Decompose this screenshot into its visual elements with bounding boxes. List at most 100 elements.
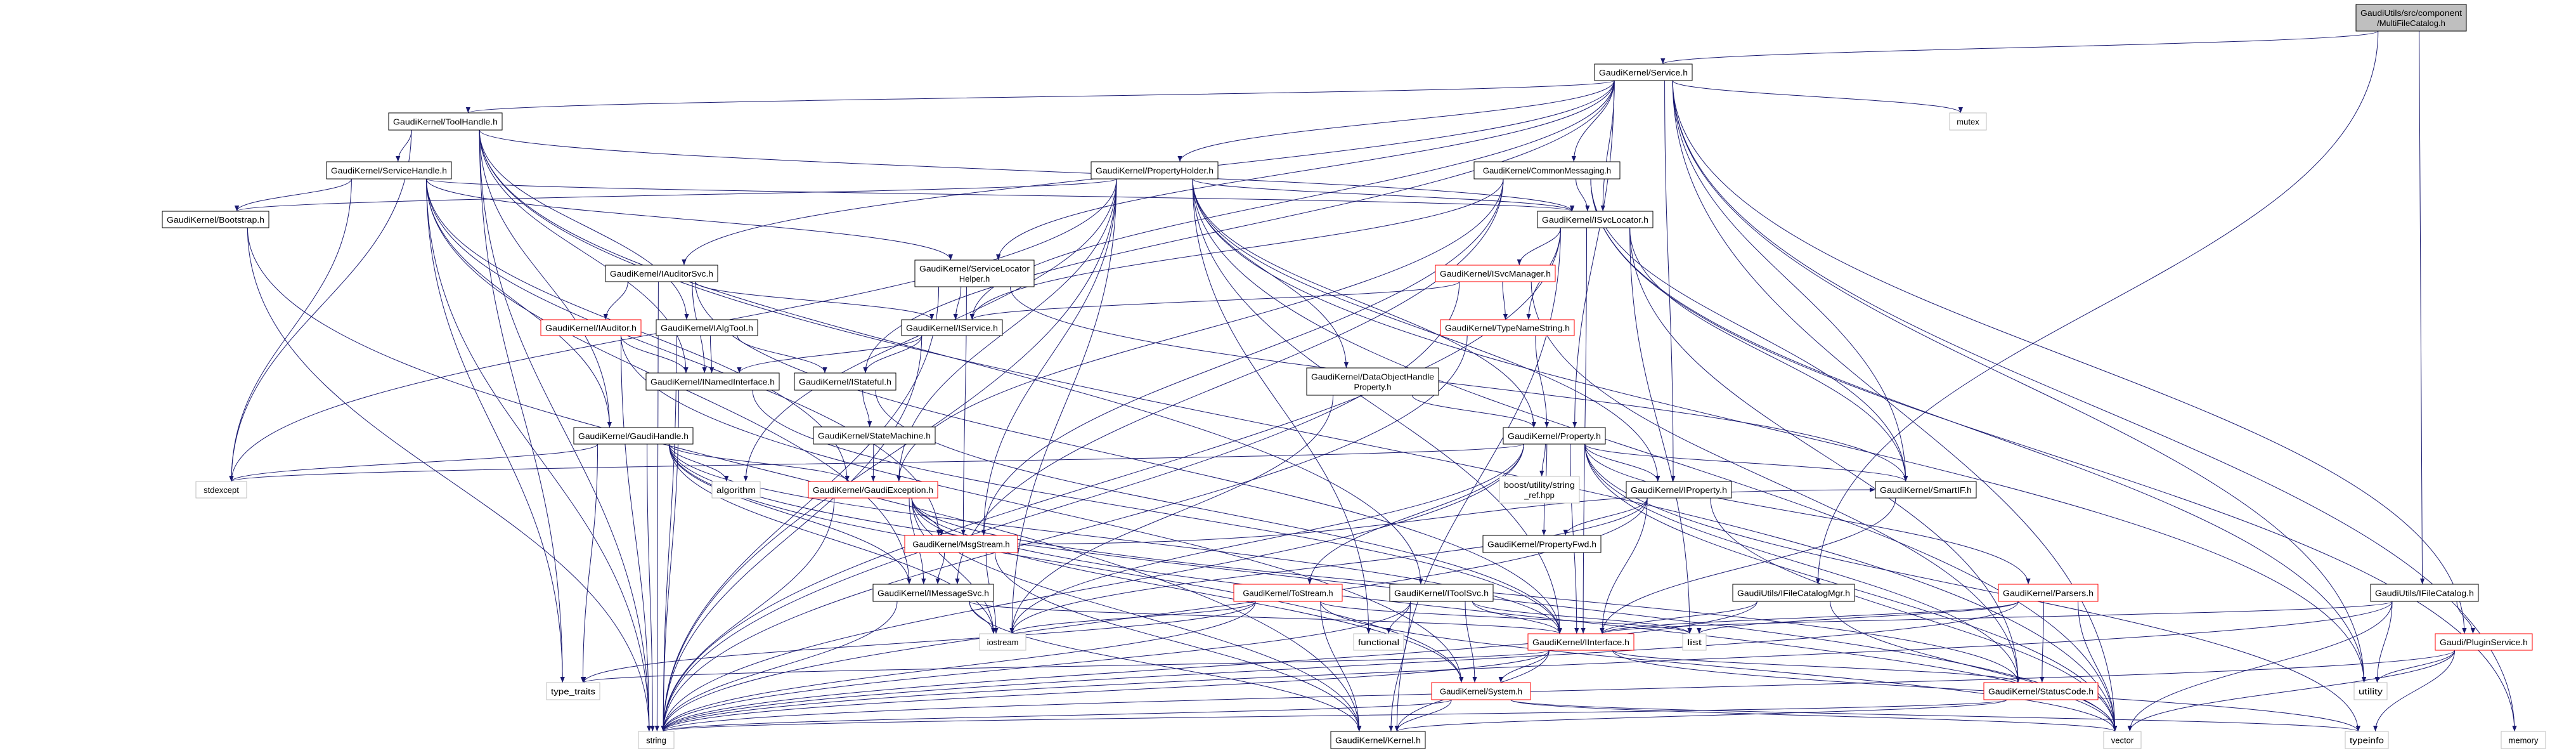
- node-vector[interactable]: vector: [2103, 731, 2142, 749]
- node-ifilecatalog[interactable]: GaudiUtils/IFileCatalog.h: [2370, 584, 2479, 602]
- node-ialgtool[interactable]: GaudiKernel/IAlgTool.h: [656, 319, 758, 336]
- edge-gaudihandle-to-stdexcept: [229, 443, 599, 482]
- node-list[interactable]: list: [1682, 633, 1707, 651]
- node-imessagesvc[interactable]: GaudiKernel/IMessageSvc.h: [872, 584, 994, 602]
- node-type_traits[interactable]: type_traits: [546, 682, 600, 700]
- edge-bootstrap-to-kernel: [247, 227, 1362, 732]
- edge-parsers-to-iinterface: [1600, 601, 2019, 634]
- node-box: [1435, 265, 1556, 282]
- edge-msgstream-to-imessagesvc: [935, 552, 945, 585]
- node-box: [2501, 731, 2546, 749]
- node-propertyholder[interactable]: GaudiKernel/PropertyHolder.h: [1091, 161, 1219, 180]
- node-box: [1233, 584, 1343, 602]
- edge-iproperty-to-iostream: [1009, 497, 1648, 634]
- node-iostream[interactable]: iostream: [979, 633, 1026, 651]
- node-msgstream[interactable]: GaudiKernel/MsgStream.h: [904, 535, 1018, 553]
- node-isvcmanager[interactable]: GaudiKernel/ISvcManager.h: [1435, 265, 1556, 282]
- edge-pluginservice-to-vector: [2127, 650, 2456, 732]
- node-string[interactable]: string: [638, 731, 675, 749]
- node-iauditorsvc[interactable]: GaudiKernel/IAuditorSvc.h: [605, 265, 718, 282]
- node-box: [2353, 682, 2388, 700]
- edge-servicelocatorhelper-to-smartif: [1009, 286, 1908, 482]
- node-property[interactable]: GaudiKernel/Property.h: [1503, 427, 1606, 445]
- node-multifilecatalog[interactable]: GaudiUtils/src/component/MultiFileCatalo…: [2355, 4, 2467, 32]
- edge-gaudihandle-to-type_traits: [580, 443, 599, 683]
- node-servicehandle[interactable]: GaudiKernel/ServiceHandle.h: [326, 161, 452, 180]
- edge-toolhandle-to-type_traits: [479, 129, 565, 683]
- node-box: [711, 481, 761, 499]
- node-iauditor[interactable]: GaudiKernel/IAuditor.h: [540, 319, 642, 336]
- edge-itoolsvc-to-list: [1472, 601, 1692, 634]
- node-service[interactable]: GaudiKernel/Service.h: [1594, 63, 1693, 81]
- edge-iinterface-to-type_traits: [581, 650, 1550, 683]
- edge-msgstream-to-kernel: [994, 552, 1362, 732]
- nodes-layer: GaudiUtils/src/component/MultiFileCatalo…: [162, 4, 2546, 749]
- edge-imessagesvc-to-string: [661, 601, 898, 732]
- node-utility[interactable]: utility: [2353, 682, 2388, 700]
- node-toolhandle[interactable]: GaudiKernel/ToolHandle.h: [388, 112, 503, 131]
- edge-servicehandle-to-gaudihandle: [426, 178, 612, 428]
- node-isvclocator[interactable]: GaudiKernel/ISvcLocator.h: [1537, 211, 1654, 228]
- edge-iauditor-to-string: [620, 335, 652, 732]
- edge-isvclocator-to-list: [1629, 227, 1692, 634]
- node-typenamestring[interactable]: GaudiKernel/TypeNameString.h: [1440, 319, 1575, 336]
- node-inamedinterface[interactable]: GaudiKernel/INamedInterface.h: [645, 372, 780, 391]
- edge-gaudihandle-to-algorithm: [668, 443, 729, 482]
- node-commonmessaging[interactable]: GaudiKernel/CommonMessaging.h: [1473, 161, 1621, 180]
- edge-iauditor-to-inamedinterface: [620, 335, 689, 374]
- node-box: [1594, 63, 1693, 81]
- node-label: memory: [2509, 736, 2539, 745]
- edge-service-to-utility: [1672, 80, 2367, 683]
- node-algorithm[interactable]: algorithm: [711, 481, 761, 499]
- node-functional[interactable]: functional: [1353, 633, 1404, 651]
- node-label: typeinfo: [2350, 736, 2384, 745]
- node-mutex[interactable]: mutex: [1949, 112, 1987, 131]
- node-iproperty[interactable]: GaudiKernel/IProperty.h: [1626, 481, 1732, 499]
- node-tostream[interactable]: GaudiKernel/ToStream.h: [1233, 584, 1343, 602]
- node-parsers[interactable]: GaudiKernel/Parsers.h: [1998, 584, 2099, 602]
- node-memory[interactable]: memory: [2501, 731, 2546, 749]
- node-box: [808, 481, 938, 499]
- node-typeinfo[interactable]: typeinfo: [2345, 731, 2389, 749]
- node-label: functional: [1358, 638, 1399, 647]
- node-propertyfwd[interactable]: GaudiKernel/PropertyFwd.h: [1482, 535, 1602, 553]
- node-iinterface[interactable]: GaudiKernel/IInterface.h: [1527, 633, 1634, 651]
- node-smartif[interactable]: GaudiKernel/SmartIF.h: [1875, 481, 1977, 499]
- node-label: /MultiFileCatalog.h: [2377, 18, 2445, 28]
- edge-propertyholder-to-iostream: [1009, 178, 1117, 634]
- node-statemachine[interactable]: GaudiKernel/StateMachine.h: [813, 426, 936, 445]
- node-itoolsvc[interactable]: GaudiKernel/IToolSvc.h: [1389, 584, 1494, 602]
- node-statuscode[interactable]: GaudiKernel/StatusCode.h: [1983, 682, 2099, 700]
- node-gaudihandle[interactable]: GaudiKernel/GaudiHandle.h: [573, 427, 694, 445]
- node-pluginservice[interactable]: Gaudi/PluginService.h: [2435, 633, 2533, 651]
- node-gaudiexception[interactable]: GaudiKernel/GaudiException.h: [808, 481, 938, 499]
- node-box: [388, 112, 503, 131]
- edge-toolhandle-to-gaudihandle: [479, 129, 612, 428]
- edge-toolhandle-to-stdexcept: [229, 129, 412, 482]
- node-ifilecatalogmgr[interactable]: GaudiUtils/IFileCatalogMgr.h: [1732, 584, 1855, 602]
- node-label: GaudiKernel/TypeNameString.h: [1445, 324, 1570, 333]
- node-box: [645, 372, 780, 391]
- edge-ifilecatalog-to-utility: [2374, 601, 2393, 683]
- edge-service-to-mutex: [1672, 80, 1963, 114]
- node-bootstrap[interactable]: GaudiKernel/Bootstrap.h: [162, 211, 269, 228]
- edge-multifilecatalog-to-ifilecatalog: [2419, 30, 2425, 585]
- node-box: [1527, 633, 1634, 651]
- edge-property-to-parsers: [1584, 443, 2031, 585]
- edge-multifilecatalog-to-service: [1660, 30, 2379, 65]
- node-boost[interactable]: boost/utility/string_ref.hpp: [1499, 476, 1580, 504]
- node-istateful[interactable]: GaudiKernel/IStateful.h: [794, 372, 896, 391]
- edge-ifilecatalog-to-string: [661, 601, 2393, 732]
- edge-parsers-to-string: [661, 601, 2019, 732]
- node-label: GaudiKernel/IAuditor.h: [545, 324, 637, 333]
- node-stdexcept[interactable]: stdexcept: [195, 481, 247, 499]
- node-label: mutex: [1957, 117, 1979, 127]
- node-system[interactable]: GaudiKernel/System.h: [1431, 682, 1531, 700]
- edge-iservice-to-inamedinterface: [737, 335, 922, 374]
- edge-gaudiexception-to-iostream: [911, 497, 996, 634]
- node-iservice[interactable]: GaudiKernel/IService.h: [901, 319, 1003, 336]
- edge-toolhandle-to-ialgtool: [479, 129, 689, 320]
- node-kernel[interactable]: GaudiKernel/Kernel.h: [1330, 731, 1426, 749]
